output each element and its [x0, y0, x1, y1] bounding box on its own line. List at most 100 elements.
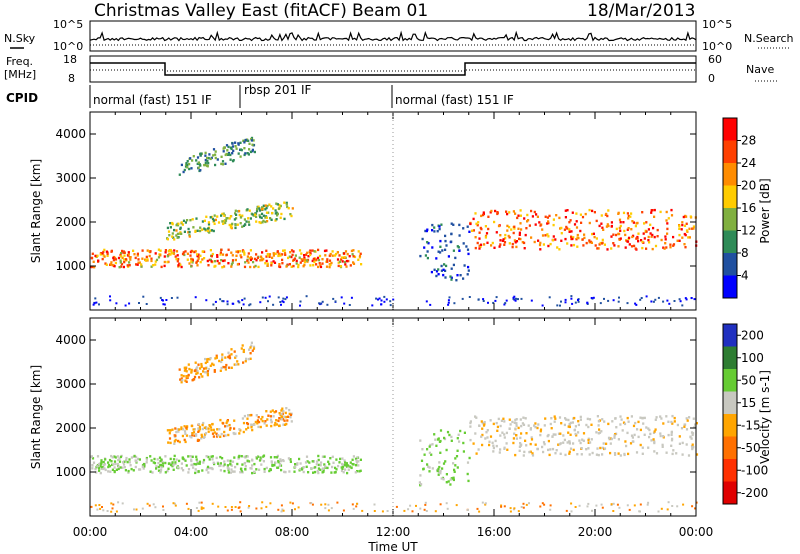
- echo-cell: [187, 374, 190, 377]
- ground-scatter-point: [419, 507, 422, 510]
- echo-cell: [123, 260, 126, 264]
- echo-cell: [581, 215, 585, 219]
- ground-scatter-point: [109, 299, 112, 302]
- echo-cell: [344, 250, 348, 253]
- ground-scatter-point: [172, 502, 175, 505]
- echo-cell: [237, 363, 240, 366]
- echo-cell: [121, 466, 124, 469]
- echo-cell: [506, 448, 509, 451]
- echo-cell: [214, 357, 217, 360]
- echo-cell: [648, 435, 651, 439]
- echo-cell: [357, 460, 360, 463]
- colorbar-swatch: [723, 163, 737, 186]
- echo-cell: [431, 443, 434, 446]
- echo-cell: [279, 216, 282, 219]
- ground-scatter-point: [645, 295, 648, 298]
- echo-cell: [257, 416, 260, 419]
- echo-cell: [580, 221, 583, 224]
- echo-cell: [563, 228, 566, 231]
- echo-cell: [249, 217, 252, 220]
- ground-scatter-point: [267, 300, 269, 303]
- echo-cell: [272, 260, 275, 263]
- echo-cell: [654, 418, 657, 421]
- echo-cell: [678, 442, 681, 445]
- echo-cell: [590, 241, 593, 244]
- echo-cell: [284, 470, 287, 474]
- colorbar-tick-label: 100: [741, 351, 764, 365]
- ground-scatter-point: [373, 503, 376, 506]
- echo-cell: [191, 218, 194, 221]
- echo-cell: [557, 443, 560, 446]
- echo-cell: [212, 435, 215, 438]
- echo-cell: [253, 470, 256, 474]
- ground-scatter-point: [520, 297, 523, 300]
- ground-scatter-point: [334, 300, 337, 303]
- echo-cell: [193, 375, 197, 379]
- time-x-axis: 00:00 04:00 08:00 12:00 16:00 20:00 00:00: [73, 525, 714, 539]
- echo-cell: [150, 257, 153, 260]
- echo-cell: [547, 439, 550, 443]
- echo-cell: [309, 253, 312, 257]
- echo-cell: [285, 265, 288, 268]
- echo-cell: [278, 263, 281, 266]
- echo-cell: [546, 434, 549, 438]
- echo-cell: [521, 422, 524, 425]
- echo-cell: [182, 219, 186, 222]
- echo-cell: [167, 250, 170, 253]
- echo-cell: [466, 273, 469, 276]
- ground-scatter-point: [234, 506, 237, 508]
- echo-cell: [630, 245, 634, 248]
- echo-cell: [177, 264, 180, 267]
- nave-trace: [90, 69, 696, 72]
- echo-cell: [577, 431, 580, 434]
- ground-scatter-point: [291, 502, 294, 505]
- echo-cell: [214, 264, 217, 268]
- echo-cell: [274, 421, 277, 425]
- ground-scatter-point: [652, 300, 655, 303]
- echo-cell: [206, 165, 209, 168]
- echo-cell: [197, 166, 200, 169]
- echo-cell: [605, 225, 608, 228]
- echo-cell: [522, 416, 525, 419]
- echo-cell: [209, 249, 212, 252]
- echo-cell: [221, 220, 224, 223]
- echo-cell: [198, 163, 201, 166]
- ground-scatter-point: [424, 501, 427, 504]
- echo-cell: [531, 454, 535, 457]
- echo-cell: [428, 466, 431, 469]
- ground-scatter-point: [90, 505, 93, 508]
- echo-cell: [155, 467, 158, 470]
- echo-cell: [247, 217, 250, 220]
- echo-cell: [519, 418, 522, 421]
- echo-cell: [681, 223, 684, 227]
- ground-scatter-point: [383, 300, 386, 303]
- echo-cell: [437, 250, 440, 253]
- echo-cell: [213, 370, 216, 373]
- ground-scatter-point: [541, 304, 544, 307]
- echo-cell: [173, 228, 176, 232]
- echo-cell: [530, 436, 533, 439]
- ground-scatter-point: [612, 299, 615, 302]
- echo-cell: [549, 448, 552, 451]
- echo-cell: [631, 220, 634, 223]
- ground-scatter-point: [481, 501, 484, 504]
- echo-cell: [308, 250, 311, 254]
- echo-cell: [320, 461, 323, 464]
- echo-cell: [243, 265, 247, 269]
- echo-cell: [262, 219, 265, 223]
- echo-cell: [245, 357, 248, 361]
- echo-cell: [626, 416, 629, 420]
- echo-cell: [249, 150, 252, 154]
- echo-cell: [347, 259, 350, 263]
- echo-cell: [166, 226, 169, 230]
- echo-cell: [251, 428, 254, 432]
- echo-cell: [235, 213, 238, 216]
- echo-cell: [648, 241, 651, 244]
- ground-scatter-point: [626, 504, 629, 507]
- ground-scatter-point: [626, 302, 629, 305]
- echo-cell: [224, 368, 227, 371]
- echo-cell: [200, 435, 204, 438]
- echo-cell: [181, 456, 184, 459]
- echo-cell: [528, 450, 531, 454]
- echo-cell: [595, 219, 598, 223]
